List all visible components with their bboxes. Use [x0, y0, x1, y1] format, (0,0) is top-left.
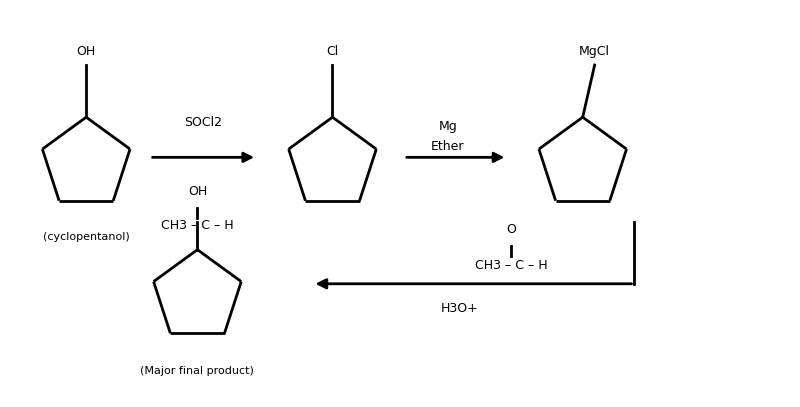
Text: CH3 – C – H: CH3 – C – H	[161, 219, 234, 232]
Text: SOCl2: SOCl2	[184, 116, 222, 129]
Text: MgCl: MgCl	[579, 45, 610, 58]
Text: (Major final product): (Major final product)	[141, 366, 254, 376]
Text: Cl: Cl	[326, 45, 338, 58]
Text: OH: OH	[77, 45, 96, 58]
Text: O: O	[506, 223, 516, 236]
Text: (cyclopentanol): (cyclopentanol)	[43, 232, 130, 242]
Text: Ether: Ether	[431, 140, 465, 153]
Text: CH3 – C – H: CH3 – C – H	[475, 259, 547, 272]
Text: H3O+: H3O+	[441, 302, 478, 315]
Text: OH: OH	[188, 185, 207, 198]
Text: Mg: Mg	[438, 120, 457, 133]
